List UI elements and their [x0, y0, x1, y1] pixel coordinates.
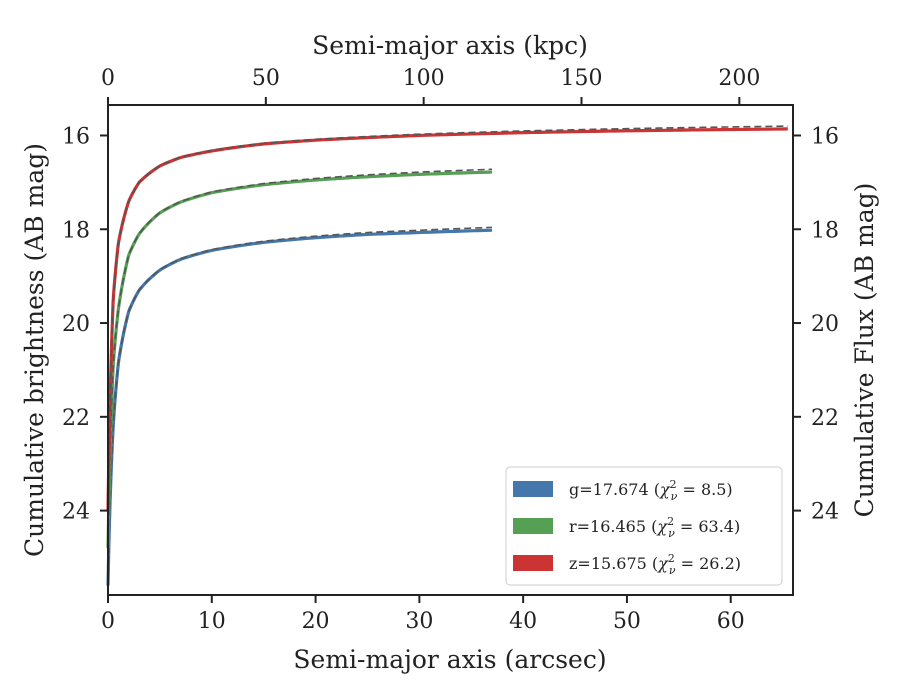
- legend-swatch: [513, 481, 553, 497]
- series-line-0: [106, 228, 493, 586]
- legend-frame: [505, 466, 783, 586]
- legend: g=17.674 (χ2 ν = 8.5) r=16.465 (χ2 ν = 63.4…: [505, 466, 783, 586]
- series-line-2: [106, 127, 788, 511]
- x-tick-label: 0: [101, 609, 115, 634]
- legend-label: g=17.674 (χ2 ν = 8.5): [569, 478, 733, 503]
- legend-swatch: [513, 555, 553, 571]
- x-tick-label: 20: [302, 609, 330, 634]
- x2-tick-label: 150: [561, 66, 603, 91]
- y-axis-title: Cumulative brightness (AB mag): [20, 143, 49, 557]
- x-tick-label: 40: [509, 609, 537, 634]
- y2-tick-label: 22: [811, 406, 839, 431]
- x2-tick-label: 50: [252, 66, 280, 91]
- x-tick-label: 30: [405, 609, 433, 634]
- x2-tick-label: 0: [101, 66, 115, 91]
- x2-tick-label: 200: [718, 66, 760, 91]
- y2-tick-label: 18: [811, 218, 839, 243]
- series-line-1: [106, 170, 493, 549]
- y-tick-label: 24: [62, 500, 90, 525]
- y2-tick-label: 20: [811, 312, 839, 337]
- y2-tick-label: 16: [811, 124, 839, 149]
- y2-axis-title: Cumulative Flux (AB mag): [850, 183, 879, 518]
- x-tick-label: 50: [613, 609, 641, 634]
- ticks-layer: 0 10 20 30 40 50 60 0 50 100 150 200 16 16 18 18 20 20 22 2…: [62, 66, 839, 634]
- x-tick-label: 10: [198, 609, 226, 634]
- x2-axis-title: Semi-major axis (kpc): [312, 31, 588, 60]
- legend-items: g=17.674 (χ2 ν = 8.5) r=16.465 (χ2 ν = 63.4…: [513, 478, 741, 577]
- series-layer: [106, 125, 788, 586]
- model-line-2: [107, 125, 788, 511]
- model-line-1: [107, 168, 493, 549]
- y2-tick-label: 24: [811, 500, 839, 525]
- model-line-0: [107, 226, 493, 586]
- legend-swatch: [513, 518, 553, 534]
- y-tick-label: 20: [62, 312, 90, 337]
- x-axis-title: Semi-major axis (arcsec): [293, 645, 606, 674]
- x2-tick-label: 100: [403, 66, 445, 91]
- legend-label: z=15.675 (χ2 ν = 26.2): [569, 552, 741, 577]
- x-tick-label: 60: [717, 609, 745, 634]
- plot-frame: [107, 104, 794, 596]
- y-tick-label: 22: [62, 406, 90, 431]
- y-tick-label: 16: [62, 124, 90, 149]
- legend-label: r=16.465 (χ2 ν = 63.4): [569, 515, 740, 540]
- y-tick-label: 18: [62, 218, 90, 243]
